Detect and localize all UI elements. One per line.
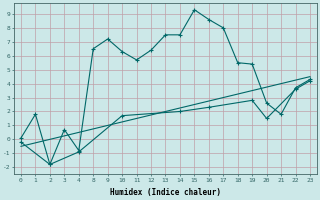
X-axis label: Humidex (Indice chaleur): Humidex (Indice chaleur) [110,188,221,197]
